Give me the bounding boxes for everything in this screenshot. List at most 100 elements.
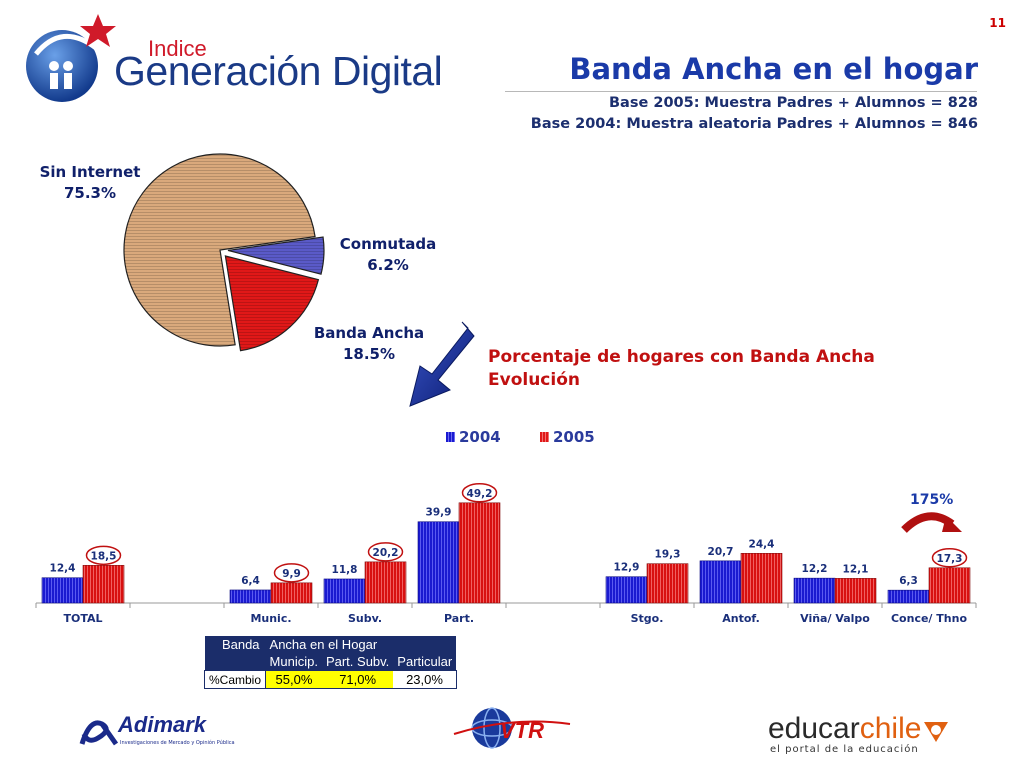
data-label-2004: 6,4 — [241, 575, 260, 587]
pie-label-sin-internet-name: Sin Internet — [39, 163, 141, 181]
pie-label-conmutada-name: Conmutada — [339, 235, 437, 253]
change-table-col-part-subv: Part. Subv. — [321, 653, 394, 671]
adimark-name: Adimark — [118, 712, 207, 737]
pie-label-conmutada: Conmutada 6.2% — [330, 234, 446, 276]
data-label-2005: 24,4 — [749, 538, 775, 550]
legend-swatch-2004 — [446, 432, 455, 442]
educarchile-emblem-icon — [924, 722, 948, 742]
bar-2005-Part. — [458, 502, 501, 604]
bar-2004-Munic. — [229, 589, 272, 604]
change-table-title-row: Banda Ancha en el Hogar — [204, 636, 457, 653]
highlight-circle — [273, 563, 310, 583]
vtr-logo: VTR — [452, 706, 572, 750]
legend-item-2004: 2004 — [446, 428, 501, 446]
data-label-2005: 18,5 — [91, 550, 117, 562]
data-label-2004: 6,3 — [899, 575, 918, 587]
change-table-header-empty — [204, 653, 266, 671]
change-table-col-municip: Municip. — [265, 653, 322, 671]
adimark-logo: Adimark Investigaciones de Mercado y Opi… — [78, 712, 238, 752]
bar-2004-Antof. — [699, 560, 742, 604]
bar-2005-Conce/ Thno — [928, 567, 971, 604]
data-label-2005: 12,1 — [843, 563, 869, 575]
bar-2005-Viña/ Valpo — [834, 578, 877, 604]
brand-line1: Indice — [148, 36, 207, 61]
brand-line2: Generación Digital — [114, 48, 443, 94]
change-table: Banda Ancha en el Hogar Municip. Part. S… — [204, 636, 457, 689]
data-label-2004: 12,9 — [614, 562, 640, 574]
pie-slice-sin-internet-texture — [124, 154, 316, 346]
brand-emblem-icon — [26, 14, 116, 102]
bar-2004-Conce/ Thno — [887, 589, 930, 604]
bar-chart: TOTAL Munic. Subv. Part. Stgo. Antof. Viña/ Va… — [35, 483, 977, 625]
x-tick-label: Part. — [444, 612, 474, 625]
highlight-circle — [931, 548, 968, 568]
data-label-2004: 39,9 — [426, 507, 452, 519]
change-table-container: Banda Ancha en el Hogar Municip. Part. S… — [204, 636, 504, 689]
educarchile-name: educarchile — [768, 712, 921, 746]
bar-2005-TOTAL — [82, 565, 125, 604]
vtr-swoosh-icon — [453, 720, 571, 735]
legend-swatch-2005 — [539, 432, 549, 442]
evolution-title-line2: Evolución — [488, 370, 580, 390]
data-label-2004: 12,2 — [802, 563, 828, 575]
bar-2005-Munic. — [270, 582, 313, 604]
pie-label-banda-ancha-pct: 18.5% — [342, 345, 396, 363]
change-table-cell-particular: 23,0% — [406, 672, 443, 687]
pie-chart — [123, 153, 325, 352]
pie-slice-banda-ancha-texture — [225, 255, 319, 351]
highlight-circle — [367, 542, 404, 562]
vtr-globe-icon — [471, 707, 513, 749]
vtr-name: VTR — [500, 718, 544, 743]
curved-arrow-icon — [901, 512, 962, 533]
adimark-emblem-icon — [79, 720, 119, 746]
bar-2004-Subv. — [323, 578, 366, 604]
pie-label-sin-internet-pct: 75.3% — [63, 184, 117, 202]
evolution-title-line1: Porcentaje de hogares con Banda Ancha — [488, 347, 875, 367]
page-title: Banda Ancha en el hogar — [569, 52, 978, 86]
x-tick-label: Conce/ Thno — [891, 612, 967, 625]
base-2004-text: Base 2004: Muestra aleatoria Padres + Al… — [530, 116, 978, 132]
brand-logo: Indice Generación Digital — [24, 14, 464, 104]
x-tick-label: Viña/ Valpo — [800, 612, 870, 625]
growth-annotation: 175% — [910, 492, 954, 508]
adimark-tagline: Investigaciones de Mercado y Opinión Púb… — [120, 740, 235, 746]
data-label-2004: 20,7 — [708, 546, 734, 558]
x-tick-label: Munic. — [250, 612, 291, 625]
change-table-row: %Cambio 55,0% 71,0% 23,0% — [204, 670, 457, 689]
data-label-2004: 12,4 — [50, 563, 76, 575]
highlight-circle — [85, 545, 122, 566]
data-label-2005: 17,3 — [937, 553, 963, 565]
page-number: 11 — [989, 16, 1006, 30]
highlight-circle — [461, 483, 498, 503]
change-table-header-row: Municip. Part. Subv. Particular — [204, 653, 457, 671]
bar-2005-Subv. — [364, 561, 407, 604]
bar-2005-Stgo. — [646, 563, 689, 604]
change-table-cell-part-subv: 71,0% — [321, 670, 394, 689]
educarchile-logo: educarchile el portal de la educación — [768, 712, 958, 760]
bar-2004-TOTAL — [41, 577, 84, 604]
legend-label-2005: 2005 — [552, 428, 595, 446]
x-tick-label: Subv. — [348, 612, 382, 625]
x-tick-label: Stgo. — [631, 612, 664, 625]
legend-item-2005: 2005 — [539, 428, 595, 446]
change-table-row-label: %Cambio — [204, 670, 267, 689]
evolution-title: Porcentaje de hogares con Banda Ancha Ev… — [488, 346, 875, 392]
chart-legend: 2004 2005 — [446, 428, 629, 446]
educarchile-name-b: chile — [859, 712, 922, 745]
data-label-2005: 9,9 — [282, 568, 301, 580]
data-label-2005: 20,2 — [373, 547, 399, 559]
change-table-title-a: Banda — [204, 636, 266, 653]
pie-label-banda-ancha-name: Banda Ancha — [313, 324, 425, 342]
bar-2004-Part. — [417, 521, 460, 604]
pie-label-sin-internet: Sin Internet 75.3% — [32, 162, 148, 204]
x-tick-label: TOTAL — [63, 612, 102, 625]
base-2005-text: Base 2005: Muestra Padres + Alumnos = 82… — [609, 95, 978, 111]
legend-label-2004: 2004 — [459, 428, 501, 446]
change-table-title-b: Ancha en el Hogar — [265, 636, 457, 653]
pie-label-banda-ancha: Banda Ancha 18.5% — [304, 323, 434, 365]
pie-label-conmutada-pct: 6.2% — [367, 256, 409, 274]
bar-2004-Stgo. — [605, 576, 648, 604]
data-label-2005: 49,2 — [467, 488, 493, 500]
title-divider — [505, 91, 977, 92]
change-table-col-particular: Particular — [393, 653, 457, 671]
